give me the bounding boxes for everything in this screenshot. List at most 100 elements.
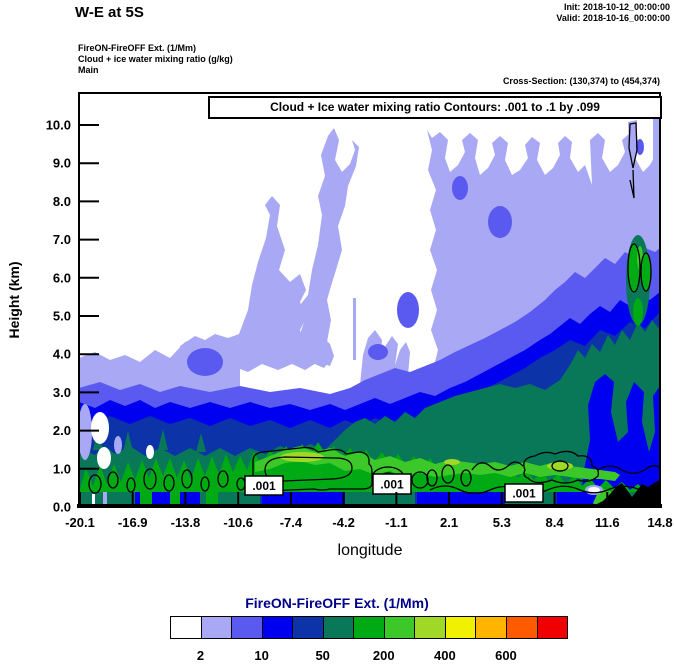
- contour-patch: [353, 298, 356, 360]
- contour-blob: [636, 139, 644, 155]
- contour-line-loop: [640, 252, 652, 292]
- colorbar-cell: [384, 617, 416, 638]
- contour-line-loop: [411, 471, 429, 489]
- contour-line-loop: [126, 477, 136, 493]
- contour-band: [255, 446, 620, 481]
- contour-patch: [653, 118, 660, 182]
- contour-patch: [92, 494, 95, 505]
- page-title: W-E at 5S: [75, 4, 144, 21]
- colorbar-cell: [262, 617, 294, 638]
- contour-line: [429, 485, 660, 495]
- contour-blob: [633, 298, 643, 326]
- contour-label-box: [244, 475, 284, 496]
- contour-blob: [397, 292, 419, 328]
- init-valid-times: Init: 2018-10-12_00:00:00 Valid: 2018-10…: [556, 2, 670, 24]
- contour-line: [523, 450, 600, 484]
- x-axis-title: longitude: [337, 542, 403, 559]
- cross-section-coords: Cross-Section: (130,374) to (454,374): [502, 76, 660, 86]
- contour-line-loop: [200, 476, 210, 492]
- x-tick-label: -7.4: [280, 515, 303, 530]
- contour-band: [595, 480, 660, 505]
- colorbar-tick-label: 400: [434, 648, 456, 663]
- contour-band: [298, 128, 359, 368]
- contour-line: [471, 461, 524, 471]
- contour-label-text: .001: [252, 479, 276, 493]
- contour-blob: [368, 344, 388, 360]
- contour-line: [629, 169, 635, 199]
- contour-line-labels: .001 .001 .001: [244, 473, 544, 503]
- contour-blob: [79, 404, 92, 460]
- contour-line-loop: [426, 469, 438, 487]
- colorbar-cell: [476, 617, 508, 638]
- colorbar-cell: [415, 617, 446, 638]
- contour-band: [79, 320, 660, 505]
- x-tick-label: 14.8: [647, 515, 672, 530]
- contour-line-loop: [88, 474, 102, 494]
- colorbar-cell: [537, 617, 568, 638]
- y-tick-label: 6.0: [53, 270, 71, 285]
- y-axis-ticks: 0.0 1.0 2.0 3.0 4.0 5.0 6.0 7.0 8.0 9.0 10.0: [46, 118, 99, 515]
- contour-blob: [114, 436, 122, 454]
- colorbar-cell: [293, 617, 324, 638]
- contour-line: [597, 465, 660, 474]
- field-description: FireON-FireOFF Ext. (1/Mm) Cloud + ice w…: [78, 43, 233, 76]
- contour-blob: [588, 487, 600, 493]
- y-tick-label: 3.0: [53, 385, 71, 400]
- y-tick-label: 4.0: [53, 347, 71, 362]
- colorbar-tick-label: 200: [372, 648, 395, 663]
- colorbar-cell: [171, 617, 202, 638]
- contour-line-loop: [551, 460, 569, 472]
- x-tick-label: -20.1: [65, 515, 95, 530]
- contour-blob: [488, 206, 512, 238]
- y-tick-label: 5.0: [53, 309, 71, 324]
- y-tick-label: 2.0: [53, 423, 71, 438]
- contour-line-loop: [441, 464, 455, 484]
- x-tick-label: 5.3: [493, 515, 511, 530]
- y-tick-label: 9.0: [53, 156, 71, 171]
- contour-label-box: [504, 483, 544, 503]
- field-line-2: Cloud + ice water mixing ratio (g/kg): [78, 54, 233, 64]
- colorbar-tick-label: 600: [495, 648, 517, 663]
- colorbar-cell: [201, 617, 233, 638]
- contour-blob: [641, 253, 651, 291]
- colorbar-cell: [232, 617, 263, 638]
- colorbar-cell: [445, 617, 477, 638]
- colorbar-tick-label: 50: [315, 648, 330, 663]
- field-line-3: Main: [78, 65, 99, 75]
- y-tick-label: 7.0: [53, 232, 71, 247]
- contour-line-loop: [627, 243, 641, 293]
- contour-line: [628, 122, 638, 169]
- contour-lines: [88, 122, 660, 495]
- contour-blob: [547, 462, 573, 470]
- x-tick-label: -10.6: [223, 515, 253, 530]
- contour-patch: [103, 492, 107, 505]
- contour-label-box: [372, 473, 412, 495]
- colorbar-cell: [354, 617, 385, 638]
- x-tick-label: 8.4: [546, 515, 565, 530]
- contour-blob: [146, 445, 154, 459]
- y-tick-label: 0.0: [53, 500, 71, 515]
- field-line-1: FireON-FireOFF Ext. (1/Mm): [78, 43, 197, 53]
- contour-line-loop: [181, 469, 193, 489]
- contour-line-loop: [163, 474, 175, 492]
- y-axis-title: Height (km): [6, 261, 22, 339]
- y-tick-label: 1.0: [53, 461, 71, 476]
- x-axis-ticks: -20.1 -16.9 -13.8 -10.6 -7.4 -4.2 -1.1 2.1 5.3 8.…: [65, 492, 673, 530]
- contour-label-text: .001: [380, 478, 404, 492]
- colorbar-cell: [507, 617, 538, 638]
- filled-contour-field: [79, 118, 660, 505]
- contour-blob: [452, 176, 468, 200]
- y-tick-label: 10.0: [46, 118, 71, 133]
- x-tick-label: 2.1: [440, 515, 458, 530]
- contour-line-loop: [143, 468, 157, 490]
- contour-label-text: .001: [512, 487, 536, 501]
- contour-band: [140, 492, 218, 505]
- contour-line-loop: [217, 470, 229, 488]
- contour-blob: [444, 459, 460, 465]
- contour-info-box: Cloud + Ice water mixing ratio Contours:…: [208, 96, 662, 119]
- contour-blob: [187, 348, 223, 376]
- x-tick-label: -4.2: [332, 515, 354, 530]
- contour-band: [236, 196, 306, 356]
